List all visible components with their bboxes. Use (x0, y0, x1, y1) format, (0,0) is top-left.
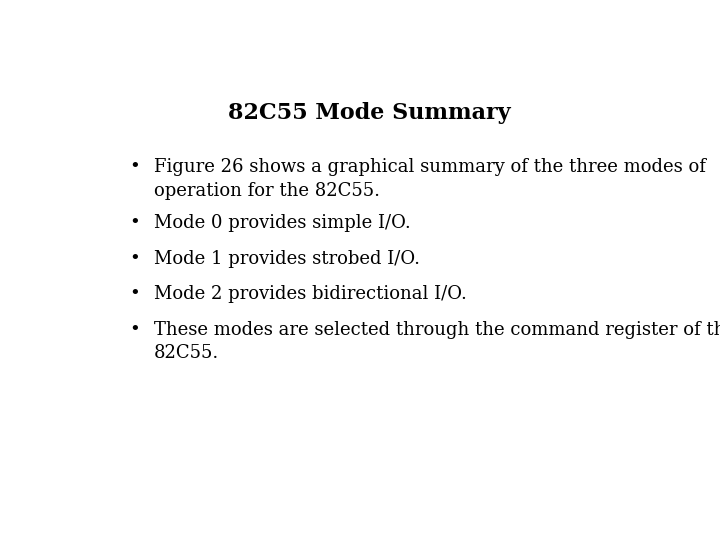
Text: Mode 2 provides bidirectional I/O.: Mode 2 provides bidirectional I/O. (154, 285, 467, 303)
Text: These modes are selected through the command register of the
82C55.: These modes are selected through the com… (154, 321, 720, 362)
Text: Mode 0 provides simple I/O.: Mode 0 provides simple I/O. (154, 214, 411, 233)
Text: •: • (129, 158, 140, 177)
Text: •: • (129, 250, 140, 268)
Text: •: • (129, 214, 140, 233)
Text: •: • (129, 321, 140, 339)
Text: Mode 1 provides strobed I/O.: Mode 1 provides strobed I/O. (154, 250, 420, 268)
Text: •: • (129, 285, 140, 303)
Text: 82C55 Mode Summary: 82C55 Mode Summary (228, 102, 510, 124)
Text: Figure 26 shows a graphical summary of the three modes of
operation for the 82C5: Figure 26 shows a graphical summary of t… (154, 158, 706, 200)
